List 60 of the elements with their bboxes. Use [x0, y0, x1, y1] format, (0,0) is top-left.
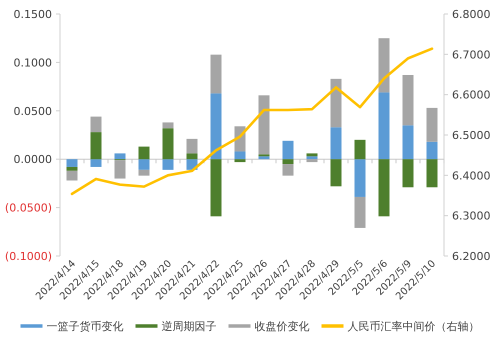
y2-tick-label: 6.4000: [452, 169, 490, 182]
bar: [234, 151, 246, 160]
legend-label: 人民币汇率中间价（右轴）: [348, 320, 480, 333]
y2-tick-label: 6.6000: [452, 88, 490, 102]
bar: [402, 74, 414, 126]
bar: [354, 159, 366, 197]
bar: [186, 153, 198, 160]
bar: [378, 38, 390, 92]
bar: [282, 140, 294, 160]
bar: [210, 54, 222, 94]
bar: [66, 170, 78, 180]
bar: [162, 122, 174, 128]
bar: [354, 140, 366, 160]
y2-tick-label: 6.5000: [452, 129, 490, 142]
bar: [66, 159, 78, 167]
y-tick-label: (0.1000): [4, 250, 52, 263]
y2-tick-label: 6.7000: [452, 48, 490, 62]
y2-tick-label: 6.3000: [452, 210, 490, 223]
y-tick-label: 0.0500: [14, 104, 52, 118]
bar: [186, 138, 198, 154]
bar: [66, 166, 78, 171]
y-tick-label: 0.1000: [14, 56, 52, 70]
bar: [378, 159, 390, 216]
bar: [282, 164, 294, 176]
bar: [210, 159, 222, 216]
bar: [282, 159, 294, 164]
legend-label: 一篮子货币变化: [46, 320, 124, 333]
bar: [330, 159, 342, 186]
bar: [426, 159, 438, 188]
bar: [426, 142, 438, 160]
bar: [138, 159, 150, 170]
legend-label: 逆周期因子: [162, 320, 216, 333]
bar: [306, 159, 318, 162]
bar: [258, 95, 270, 154]
bar: [354, 196, 366, 228]
bar: [378, 92, 390, 160]
legend-label: 收盘价变化: [254, 320, 310, 333]
bar: [330, 78, 342, 128]
bar: [90, 159, 102, 167]
bar: [90, 116, 102, 132]
y-tick-label: 0.0000: [14, 153, 52, 166]
bar: [330, 127, 342, 160]
y2-tick-label: 6.2000: [452, 250, 490, 263]
bar: [114, 160, 126, 179]
bar: [138, 146, 150, 160]
bar: [306, 153, 318, 156]
bar: [210, 93, 222, 160]
bar: [90, 132, 102, 160]
bar: [402, 159, 414, 188]
bar: [426, 108, 438, 142]
y-tick-label: (0.0500): [4, 202, 52, 215]
bar: [234, 159, 246, 162]
bar: [138, 170, 150, 176]
bar: [402, 125, 414, 160]
line-series: [70, 47, 434, 196]
y2-tick-label: 6.8000: [452, 8, 490, 21]
bar: [114, 153, 126, 160]
bar: [162, 159, 174, 170]
bar: [162, 128, 174, 160]
y-tick-label: 0.1500: [14, 8, 52, 21]
